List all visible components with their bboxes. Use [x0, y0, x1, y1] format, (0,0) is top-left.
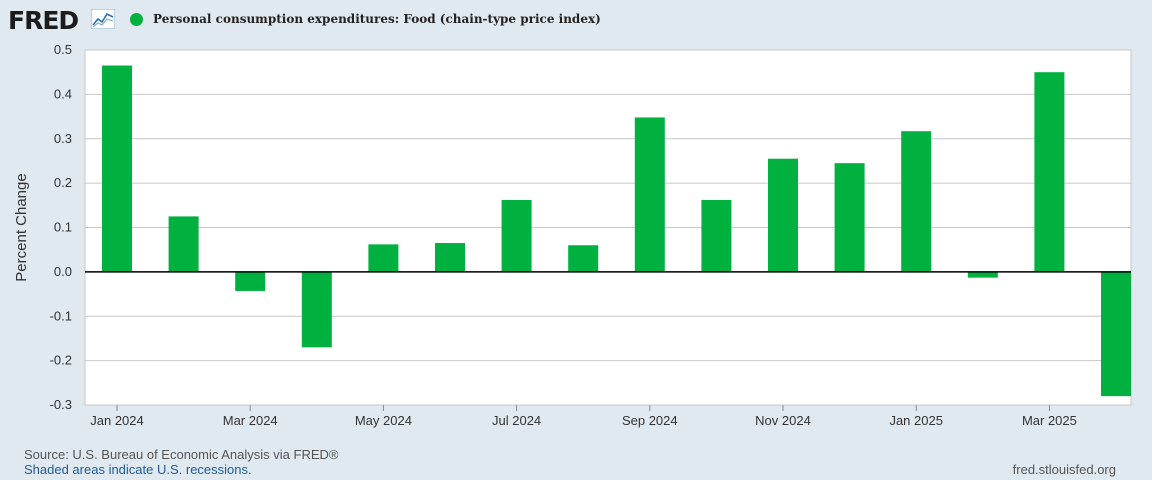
- x-tick-label: Jul 2024: [492, 413, 541, 428]
- source-note: Source: U.S. Bureau of Economic Analysis…: [24, 447, 339, 462]
- chart-legend: Personal consumption expenditures: Food …: [130, 12, 601, 26]
- plot-frame: [84, 49, 1132, 406]
- x-tick-label: Sep 2024: [622, 413, 678, 428]
- legend-marker: [130, 12, 143, 26]
- fred-logo[interactable]: FRED: [8, 6, 79, 35]
- bar-apr-2024: [301, 271, 332, 348]
- x-tick-label: Nov 2024: [755, 413, 811, 428]
- y-tick-label: -0.2: [50, 353, 72, 368]
- bar-aug-2024: [568, 245, 599, 272]
- y-axis-title: Percent Change: [13, 173, 30, 281]
- bar-jun-2024: [435, 243, 465, 272]
- fred-url-link[interactable]: fred.stlouisfed.org: [1012, 462, 1116, 477]
- y-tick-label: 0.1: [54, 220, 72, 235]
- bar-mar-2025: [1034, 72, 1065, 272]
- legend-label: Personal consumption expenditures: Food …: [153, 12, 601, 26]
- x-tick-label: Jan 2024: [90, 413, 144, 428]
- y-tick-label: 0.4: [54, 86, 72, 101]
- chart-line-icon: [91, 9, 115, 29]
- x-tick-label: Mar 2024: [223, 413, 278, 428]
- bar-chart: 0.5 0.4 0.3 0.2 0.1 0.0 -0.1 -0.2 -0.3 Jan 2024 Ma…: [13, 42, 1132, 428]
- bar-apr-2025: [1101, 271, 1131, 397]
- bar-oct-2024: [701, 199, 732, 272]
- bar-jan-2024: [102, 65, 132, 272]
- y-tick-label: 0.5: [54, 42, 72, 57]
- y-tick-label: -0.3: [50, 397, 72, 412]
- bar-dec-2024: [834, 163, 865, 272]
- bar-may-2024: [368, 244, 399, 272]
- y-tick-label: -0.1: [50, 308, 72, 323]
- x-tick-label: Mar 2025: [1022, 413, 1077, 428]
- bar-mar-2024: [235, 271, 266, 291]
- y-tick-label: 0.0: [54, 264, 72, 279]
- bar-sep-2024: [634, 117, 665, 272]
- y-tick-label: 0.3: [54, 131, 72, 146]
- bar-jan-2025: [901, 131, 932, 272]
- y-tick-label: 0.2: [54, 175, 72, 190]
- x-tick-label: Jan 2025: [889, 413, 943, 428]
- x-tick-label: May 2024: [355, 413, 412, 428]
- bar-jul-2024: [501, 199, 532, 272]
- bar-feb-2025: [967, 271, 998, 278]
- bar-feb-2024: [168, 216, 199, 272]
- recession-note: Shaded areas indicate U.S. recessions.: [24, 462, 252, 477]
- bar-nov-2024: [768, 158, 798, 272]
